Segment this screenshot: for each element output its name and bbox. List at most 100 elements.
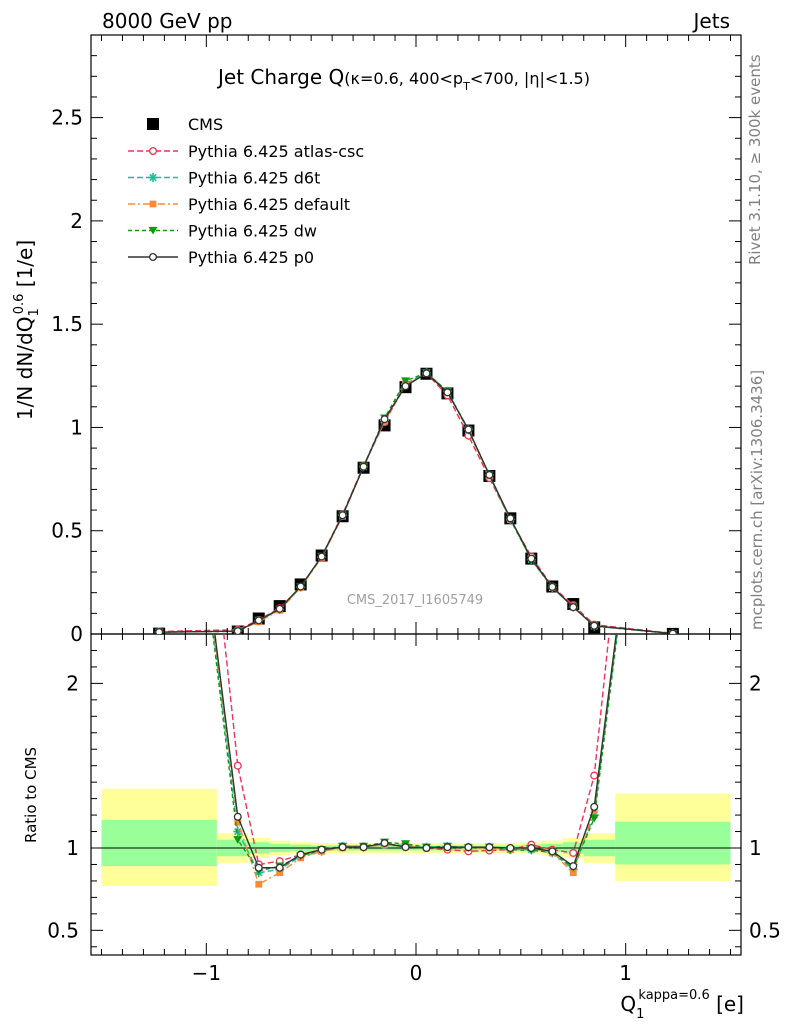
main-y-tick-label: 1 [70, 415, 83, 439]
main-y-tick-label: 0.5 [51, 519, 83, 543]
ratio-marker-dw [589, 814, 599, 823]
ratio-marker-default [234, 818, 242, 826]
main-marker-p0 [548, 582, 557, 591]
ratio-marker-p0 [485, 843, 494, 852]
ratio-y-tick-label-left: 2 [66, 671, 79, 695]
ratio-y-tick-label-right: 1 [749, 836, 762, 860]
header-left: 8000 GeV pp [102, 9, 233, 33]
ratio-marker-default [669, 186, 676, 193]
ratio-marker-p0 [254, 863, 263, 872]
x-tick-label: 1 [619, 961, 632, 985]
x-tick-label: −1 [192, 961, 221, 985]
main-marker-p0 [233, 627, 242, 634]
legend-marker [148, 226, 158, 235]
ratio-panel-series [155, 22, 677, 888]
legend-cms-label: CMS [188, 115, 223, 134]
main-y-tick-label: 0 [70, 622, 83, 646]
ratio-marker-p0 [156, 186, 163, 193]
ratio-marker-d6t [155, 185, 164, 194]
ratio-uncertainty-bands [101, 788, 731, 886]
ratio-y-tick-label-left: 0.5 [47, 918, 79, 942]
main-marker-p0 [590, 621, 599, 630]
ratio-marker-p0 [275, 863, 284, 872]
ratio-marker-atlas-csc [233, 761, 242, 770]
main-marker-p0 [359, 462, 368, 471]
legend-marker [149, 200, 157, 208]
ratio-marker-default [276, 869, 284, 877]
x-axis-title: Q1kappa=0.6 [e] [620, 988, 744, 1022]
main-marker-p0 [527, 554, 536, 563]
ratio-marker-p0 [380, 839, 389, 848]
main-marker-p0 [317, 552, 326, 561]
main-marker-p0 [338, 511, 347, 520]
legend-marker [148, 252, 158, 262]
ratio-marker-d6t-stroke [156, 186, 162, 192]
analysis-watermark: CMS_2017_I1605749 [347, 593, 483, 608]
main-marker-p0 [380, 415, 389, 424]
rivet-label: Rivet 3.1.10, ≥ 300k events [746, 54, 764, 265]
legend-label: Pythia 6.425 default [188, 195, 350, 214]
legend-label: Pythia 6.425 dw [188, 222, 317, 241]
ratio-marker-p0 [359, 843, 368, 852]
legend-label: Pythia 6.425 p0 [188, 248, 314, 267]
main-line-p0 [159, 372, 673, 634]
ratio-line-default [213, 634, 618, 886]
chart-title: Jet Charge Q(κ=0.6, 400<pT<700, |η|<1.5) [216, 65, 590, 93]
ratio-marker-atlas-csc [569, 848, 578, 857]
main-marker-p0 [401, 382, 410, 391]
main-y-tick-label: 2 [70, 209, 83, 233]
legend-marker [148, 146, 158, 156]
ratio-marker-p0 [506, 843, 515, 853]
legend-label: Pythia 6.425 d6t [188, 169, 320, 188]
legend-cms-marker [147, 118, 159, 130]
main-y-tick-label: 2.5 [51, 106, 83, 130]
main-panel-series [153, 367, 679, 634]
ratio-marker-p0 [233, 812, 242, 821]
ratio-band-inner [615, 821, 731, 865]
ratio-marker-p0 [317, 845, 326, 854]
ratio-marker-p0 [669, 186, 676, 193]
ratio-y-tick-label-left: 1 [66, 836, 79, 860]
main-marker-p0 [275, 604, 284, 613]
ratio-y-axis-title: Ratio to CMS [22, 747, 40, 843]
legend: CMS Pythia 6.425 atlas-csc Pythia 6.425 d6… [128, 115, 364, 267]
legend-label: Pythia 6.425 atlas-csc [188, 142, 364, 161]
main-marker-p0 [485, 470, 494, 479]
ratio-marker-atlas-csc [590, 771, 599, 780]
main-marker-p0 [422, 369, 431, 378]
ratio-marker-dw [668, 186, 677, 194]
ratio-line-d6t [212, 634, 618, 874]
x-tick-label: 0 [410, 961, 423, 985]
main-marker-p0 [668, 629, 677, 634]
ratio-marker-p0 [338, 843, 347, 852]
main-marker-p0 [443, 388, 452, 397]
ratio-marker-atlas-csc [669, 22, 676, 29]
ratio-band-inner [101, 820, 217, 867]
ratio-marker-d6t [668, 185, 677, 194]
main-marker-p0 [296, 582, 305, 591]
ratio-y-tick-label-right: 0.5 [749, 918, 781, 942]
main-marker-dw [401, 377, 411, 386]
ratio-marker-d6t-stroke [670, 186, 676, 192]
ratio-marker-p0 [401, 843, 410, 852]
ratio-marker-p0 [590, 802, 599, 811]
ratio-marker-d6t-stroke [670, 186, 676, 192]
ratio-marker-default [255, 880, 263, 888]
axis-tick-labels: −1 0 1 0 0.5 1 1.5 2 2.5 0.5 0.5 1 1 2 2 [47, 34, 781, 985]
main-y-axis-title: 1/N dN/dQ10.6 [1/e] [12, 240, 42, 420]
ratio-marker-p0 [548, 847, 557, 856]
ratio-marker-default [156, 186, 163, 193]
ratio-marker-p0 [527, 843, 536, 853]
legend-marker [148, 173, 158, 182]
ratio-y-tick-label-right: 2 [749, 671, 762, 695]
ratio-marker-p0 [569, 862, 578, 871]
ratio-marker-p0 [422, 843, 431, 853]
main-marker-p0 [464, 425, 473, 434]
ratio-marker-dw [155, 186, 164, 194]
ratio-marker-d6t-stroke [156, 186, 162, 192]
ratio-marker-dw [233, 836, 243, 844]
ratio-marker-p0 [464, 843, 473, 852]
mcplots-label: mcplots.cern.ch [arXiv:1306.3436] [748, 370, 766, 630]
legend-marker-stroke [149, 173, 157, 182]
